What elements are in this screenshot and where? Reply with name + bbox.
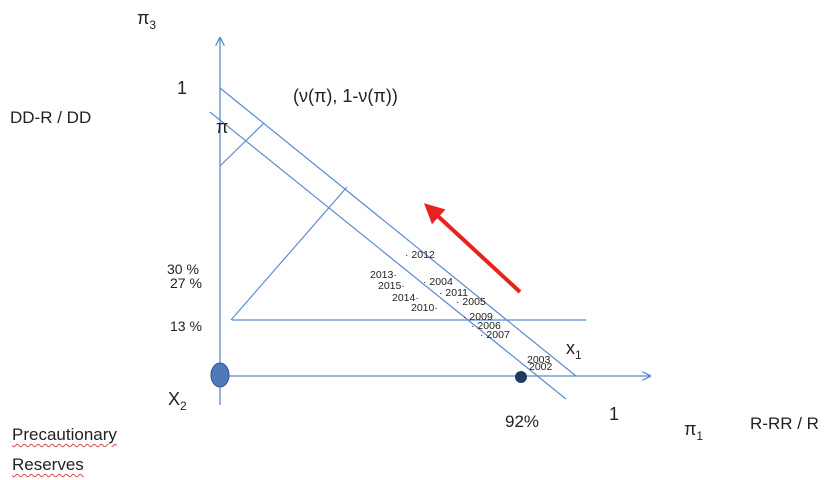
year-point: · 2007	[480, 329, 510, 341]
origin-marker	[210, 362, 230, 388]
reserves-label: Reserves	[12, 455, 84, 474]
perpendicular-lower	[230, 186, 348, 321]
perpendicular-upper	[219, 122, 265, 167]
year-point: 2003	[527, 354, 551, 366]
year-point: 2002	[529, 361, 553, 373]
year-point: · 2011	[439, 287, 468, 299]
year-point: · 2005	[456, 296, 486, 308]
year-point: 2010·	[411, 302, 438, 314]
year-point: 2015·	[378, 280, 405, 292]
year-point: · 2006	[471, 320, 501, 332]
pi1-axis-label: π1	[684, 419, 703, 443]
year-point: 2013·	[370, 269, 397, 281]
x-tick-92: 92%	[505, 412, 539, 431]
year-point: 2014·	[392, 292, 419, 304]
x2-label: X2	[168, 389, 187, 413]
point-92-percent	[515, 371, 527, 383]
trend-arrow	[424, 203, 522, 294]
x1-label: x1	[566, 338, 582, 362]
y-tick-30: 30 %	[167, 261, 199, 277]
y-tick-27: 27 %	[170, 275, 202, 291]
precautionary-label: Precautionary	[12, 425, 117, 444]
simplex-line-outer	[219, 87, 577, 377]
rr-ratio-label: R-RR / R	[750, 414, 819, 433]
simplex-line-inner	[209, 111, 567, 400]
y-tick-one: 1	[177, 78, 187, 98]
v-pi-label: (ν(π), 1-ν(π))	[293, 86, 398, 106]
pi3-axis-label: π3	[137, 8, 156, 32]
y-tick-13: 13 %	[170, 318, 202, 334]
year-point: · 2012	[405, 249, 435, 261]
dd-ratio-label: DD-R / DD	[10, 108, 91, 127]
pi-label: π	[216, 117, 228, 137]
year-point: · 2004	[423, 276, 453, 288]
x-tick-one: 1	[609, 404, 619, 424]
year-point: · 2009	[463, 311, 493, 323]
